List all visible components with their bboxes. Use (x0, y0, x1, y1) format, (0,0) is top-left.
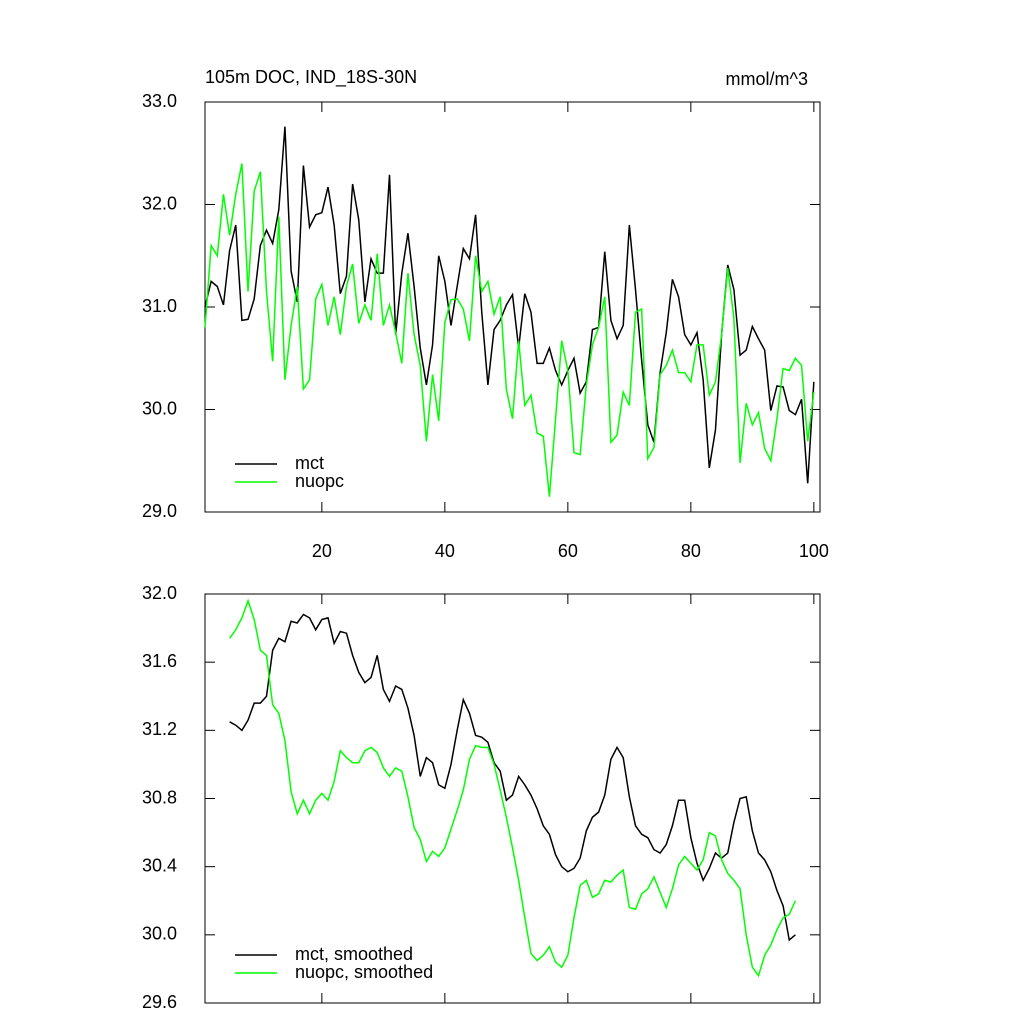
plot-frame (204, 593, 821, 1004)
legend-label: nuopc (295, 471, 344, 491)
y-tick-label: 31.6 (142, 651, 177, 671)
y-tick-label: 30.4 (142, 855, 177, 875)
y-tick-label: 30.0 (142, 398, 177, 418)
series-line (229, 613, 796, 942)
y-tick-label: 33.0 (142, 91, 177, 111)
legend-label: mct, smoothed (295, 944, 413, 964)
y-tick-label: 29.0 (142, 501, 177, 521)
series-line (228, 598, 797, 978)
y-tick-label: 31.0 (142, 296, 177, 316)
y-tick-label: 30.8 (142, 787, 177, 807)
y-tick-label: 29.6 (142, 992, 177, 1012)
legend-label: nuopc, smoothed (295, 962, 433, 982)
series-line (204, 126, 815, 484)
y-tick-label: 32.0 (142, 583, 177, 603)
x-tick-label: 20 (312, 541, 332, 561)
x-tick-label: 60 (558, 541, 578, 561)
y-tick-label: 30.0 (142, 924, 177, 944)
x-tick-label: 80 (681, 541, 701, 561)
legend-label: mct (295, 453, 324, 473)
chart-title: 105m DOC, IND_18S-30N (205, 67, 417, 88)
series-line (204, 163, 815, 497)
y-tick-label: 31.2 (142, 719, 177, 739)
x-tick-label: 100 (799, 541, 829, 561)
plot-frame (204, 101, 821, 513)
units-label: mmol/m^3 (726, 69, 808, 89)
x-tick-label: 40 (435, 541, 455, 561)
y-tick-label: 32.0 (142, 193, 177, 213)
